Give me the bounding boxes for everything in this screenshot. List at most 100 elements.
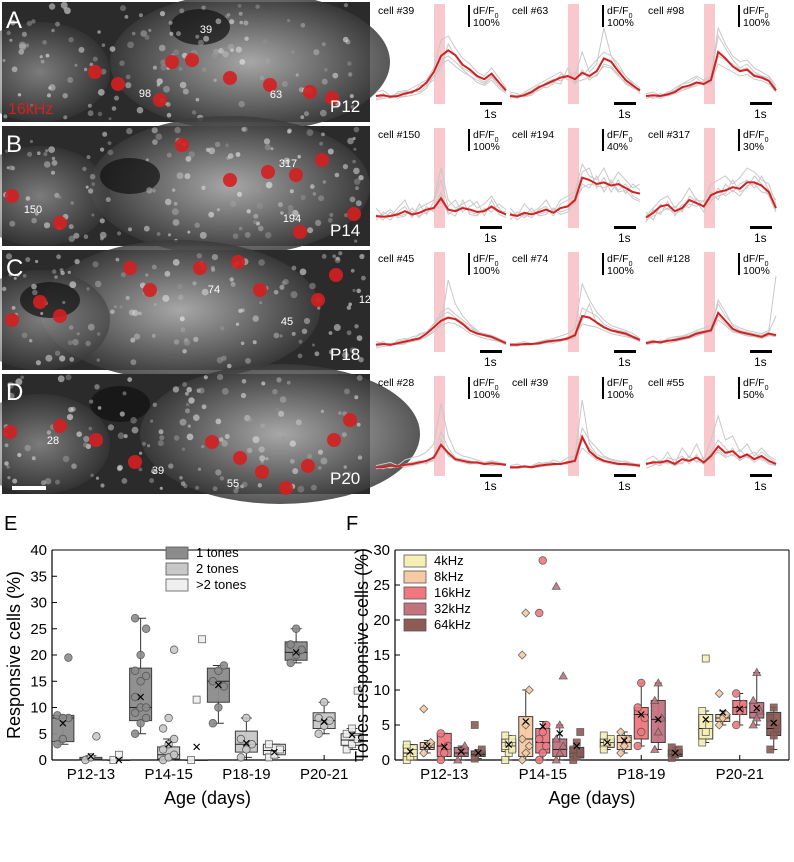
neuron-soma [201,185,206,190]
bright-region [40,240,320,380]
neuron-soma [241,127,246,132]
neuron-soma [37,151,41,155]
dff-label: dF/F0 [473,5,499,20]
data-point [64,653,73,662]
neuron-soma [70,201,74,205]
neuron-soma [86,287,90,291]
data-point [653,678,663,687]
neuron-soma [76,332,80,336]
neuron-soma [54,350,61,356]
mean-marker [457,748,465,756]
neuron-soma [343,465,347,469]
age-label: P14 [330,221,360,240]
neuron-soma [110,309,115,315]
neuron-soma [4,461,9,466]
responsive-cell-marker [128,455,142,469]
neuron-soma [361,275,366,281]
neuron-soma [347,137,354,145]
neuron-soma [168,463,174,469]
neuron-soma [55,21,60,27]
neuron-soma [147,444,151,448]
time-scale-label: 1s [484,107,497,121]
box-64kHz-P12-13 [470,721,486,763]
cell-name-label: cell #74 [512,253,548,265]
neuron-soma [356,422,361,427]
mean-marker [603,739,611,746]
neuron-soma [73,232,80,239]
neuron-soma [307,227,314,234]
neuron-soma [72,338,79,346]
mean-marker [165,740,173,748]
data-point [599,745,608,754]
responsive-cell-marker [53,309,67,323]
data-point [572,738,581,747]
neuron-soma [166,152,172,158]
neuron-soma [260,423,266,429]
neuron-soma [172,259,180,266]
neuron-soma [238,11,243,16]
neuron-soma [60,1,68,9]
data-point [325,716,334,725]
neuron-soma [70,406,76,412]
neuron-soma [159,11,166,17]
neuron-soma [211,51,219,59]
box-2tones-P18-19 [234,713,258,762]
mean-trace [645,50,777,98]
y-tick-label: 30 [373,542,390,559]
data-point [551,755,561,764]
neuron-soma [6,465,10,469]
neuron-soma [145,273,149,277]
neuron-soma [332,72,339,79]
bright-region [0,394,110,494]
stimulus-band [704,252,715,352]
data-point [353,735,362,743]
neuron-soma [297,154,302,159]
neuron-soma [151,127,158,134]
mean-marker [242,739,250,747]
responsive-cell-marker [223,71,237,85]
trial-trace [645,55,777,99]
box-iqr [650,700,666,743]
data-point [748,720,758,729]
neuron-soma [287,128,292,134]
neuron-soma [12,478,18,484]
neuron-soma [66,414,74,421]
cell-name-label: cell #98 [648,5,684,17]
data-point [291,624,301,633]
box-8kHz-P20-21 [714,688,731,730]
neuron-soma [178,66,183,71]
neuron-soma [245,357,251,364]
neuron-soma [146,187,153,194]
neuron-soma [349,94,354,99]
neuron-soma [191,110,197,115]
responsive-cell-marker [253,283,267,297]
mean-marker [539,722,547,730]
neuron-soma [35,360,42,366]
legend-swatch [403,618,427,632]
y-tick-label: 20 [30,647,47,664]
neuron-soma [173,201,178,206]
neuron-soma [347,61,352,66]
mean-trace [645,444,777,466]
neuron-soma [34,211,39,216]
neuron-soma [265,181,273,189]
neuron-soma [5,149,9,153]
neuron-soma [87,110,94,117]
neuron-soma [328,331,333,335]
x-tick-label: P18-19 [617,766,665,783]
neuron-soma [315,219,322,226]
neuron-soma [173,435,180,441]
neuron-soma [310,184,315,189]
stimulus-band [434,376,445,476]
age-label: P18 [330,345,360,364]
neuron-soma [342,351,349,359]
imaging-panel-a: A P12 16kHz 39 98 63 [0,0,390,132]
data-point [667,743,676,752]
neuron-soma [295,419,302,426]
data-point [508,745,517,754]
trial-trace [509,63,641,99]
data-point [242,745,251,754]
neuron-soma [257,483,262,488]
legend-swatch [165,562,189,576]
data-point [599,731,608,740]
